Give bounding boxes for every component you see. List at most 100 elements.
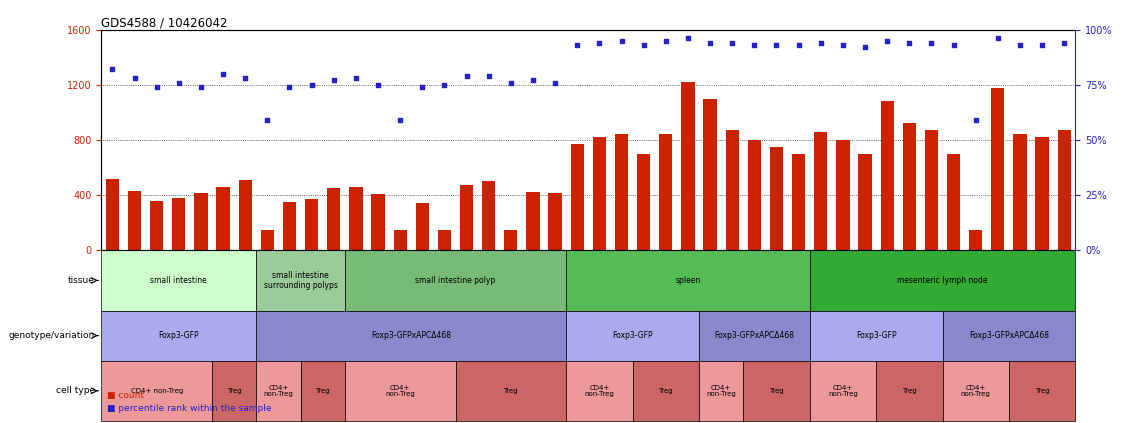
Text: CD4+
non-Treg: CD4+ non-Treg: [385, 385, 415, 397]
Bar: [150, 201, 163, 250]
Bar: [216, 187, 230, 250]
Text: Treg: Treg: [226, 388, 241, 394]
Text: Treg: Treg: [1035, 388, 1049, 394]
Text: CD4+ non-Treg: CD4+ non-Treg: [131, 388, 182, 394]
Text: Foxp3-GFP: Foxp3-GFP: [613, 331, 653, 340]
Text: CD4+
non-Treg: CD4+ non-Treg: [584, 385, 615, 397]
Bar: [637, 154, 651, 250]
Point: [768, 42, 786, 49]
Bar: [748, 140, 761, 250]
Bar: [504, 230, 518, 250]
Bar: [212, 361, 257, 421]
Text: Foxp3-GFPxAPCΔ468: Foxp3-GFPxAPCΔ468: [968, 331, 1049, 340]
Point: [546, 79, 564, 86]
Bar: [548, 193, 562, 250]
Bar: [305, 199, 319, 250]
Point: [369, 81, 387, 88]
Bar: [924, 130, 938, 250]
Point: [789, 42, 807, 49]
Point: [413, 84, 431, 91]
Point: [170, 79, 188, 86]
Point: [745, 42, 763, 49]
Bar: [328, 188, 340, 250]
Bar: [681, 82, 695, 250]
Bar: [903, 124, 915, 250]
Point: [834, 42, 852, 49]
Text: CD4+
non-Treg: CD4+ non-Treg: [706, 385, 736, 397]
Text: small intestine: small intestine: [151, 276, 207, 285]
Bar: [566, 250, 810, 310]
Bar: [743, 361, 810, 421]
Bar: [810, 310, 942, 361]
Bar: [106, 179, 119, 250]
Text: ■ count: ■ count: [107, 391, 144, 400]
Text: tissue: tissue: [68, 276, 95, 285]
Point: [436, 81, 454, 88]
Text: GDS4588 / 10426042: GDS4588 / 10426042: [101, 16, 227, 30]
Point: [723, 39, 741, 46]
Bar: [876, 361, 942, 421]
Point: [812, 39, 830, 46]
Text: Foxp3-GFPxAPCΔ468: Foxp3-GFPxAPCΔ468: [714, 331, 794, 340]
Bar: [1036, 137, 1048, 250]
Bar: [239, 180, 252, 250]
Bar: [459, 186, 473, 250]
Text: CD4+
non-Treg: CD4+ non-Treg: [828, 385, 858, 397]
Text: Treg: Treg: [503, 388, 518, 394]
Point: [303, 81, 321, 88]
Point: [922, 39, 940, 46]
Text: small intestine polyp: small intestine polyp: [415, 276, 495, 285]
Bar: [699, 361, 743, 421]
Text: Foxp3-GFPxAPCΔ468: Foxp3-GFPxAPCΔ468: [372, 331, 452, 340]
Bar: [1057, 130, 1071, 250]
Point: [989, 35, 1007, 42]
Text: spleen: spleen: [676, 276, 700, 285]
Point: [191, 84, 209, 91]
Bar: [659, 135, 672, 250]
Point: [679, 35, 697, 42]
Text: CD4+
non-Treg: CD4+ non-Treg: [263, 385, 293, 397]
Point: [148, 84, 166, 91]
Text: Foxp3-GFP: Foxp3-GFP: [856, 331, 896, 340]
Bar: [571, 144, 584, 250]
Bar: [526, 192, 539, 250]
Point: [1034, 42, 1052, 49]
Bar: [393, 230, 406, 250]
Bar: [349, 187, 363, 250]
Bar: [345, 361, 456, 421]
Point: [945, 42, 963, 49]
Bar: [969, 230, 982, 250]
Bar: [792, 154, 805, 250]
Point: [613, 37, 631, 44]
Point: [125, 75, 143, 82]
Bar: [283, 202, 296, 250]
Point: [590, 39, 608, 46]
Point: [967, 117, 985, 124]
Text: Treg: Treg: [315, 388, 330, 394]
Bar: [172, 198, 186, 250]
Bar: [615, 135, 628, 250]
Point: [214, 70, 232, 77]
Bar: [101, 361, 212, 421]
Bar: [699, 310, 810, 361]
Bar: [415, 203, 429, 250]
Bar: [438, 230, 452, 250]
Bar: [881, 102, 894, 250]
Bar: [725, 130, 739, 250]
Bar: [810, 250, 1075, 310]
Bar: [810, 361, 876, 421]
Point: [480, 73, 498, 80]
Point: [258, 117, 276, 124]
Text: genotype/variation: genotype/variation: [9, 331, 95, 340]
Bar: [261, 230, 274, 250]
Bar: [837, 140, 849, 250]
Text: Foxp3-GFP: Foxp3-GFP: [159, 331, 199, 340]
Point: [502, 79, 520, 86]
Point: [324, 77, 342, 84]
Bar: [372, 194, 385, 250]
Text: small intestine
surrounding polyps: small intestine surrounding polyps: [263, 271, 338, 290]
Bar: [128, 191, 141, 250]
Bar: [814, 132, 828, 250]
Point: [701, 39, 720, 46]
Text: cell type: cell type: [55, 386, 95, 395]
